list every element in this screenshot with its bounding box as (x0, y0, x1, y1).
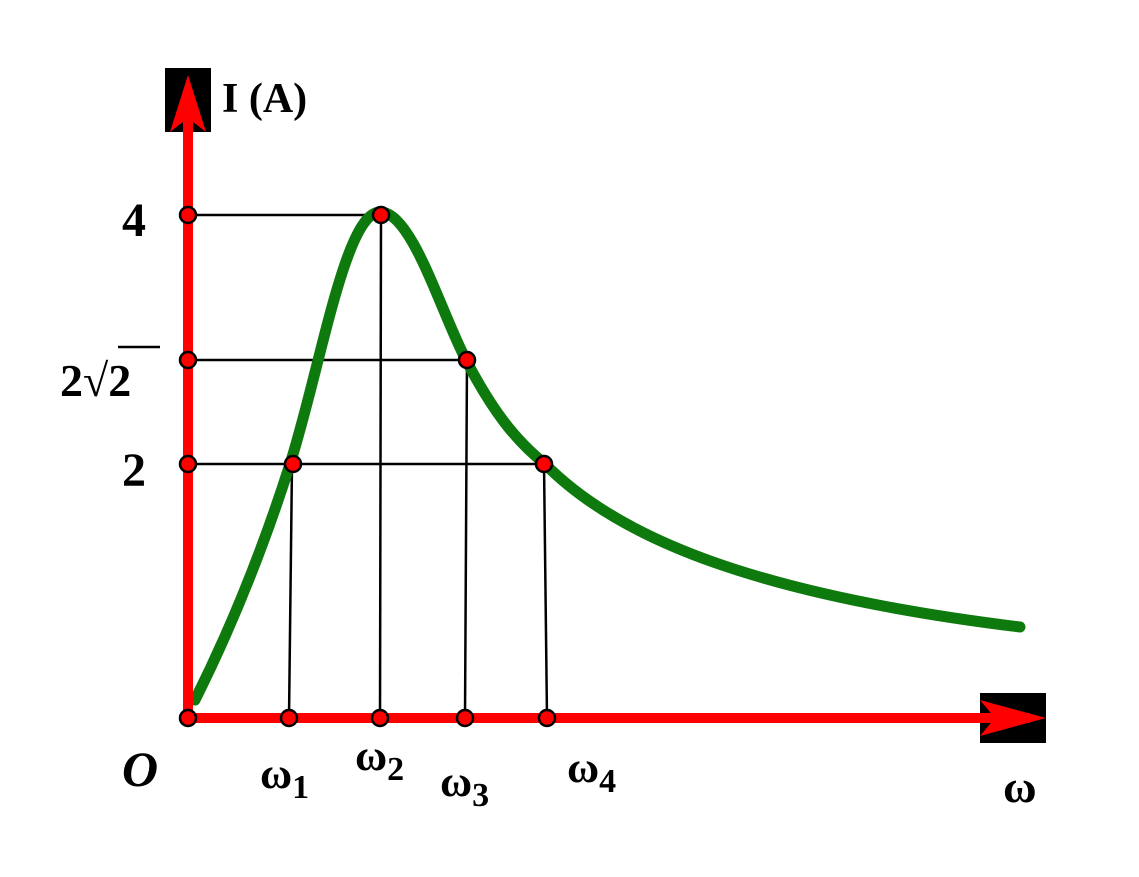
symbol: ω (355, 731, 387, 780)
subscript: 4 (599, 763, 616, 800)
x-mark-label: ω1 (260, 749, 309, 806)
curve (189, 206, 1026, 706)
y-mark-label: 4 (122, 194, 146, 247)
x-arrow (980, 700, 1046, 736)
subscript: 3 (472, 777, 489, 814)
y-mark-label: 2 (122, 444, 146, 497)
y-axis-label: I (A) (222, 76, 307, 122)
y-mark-label: 2√2 (60, 355, 131, 406)
symbol: ω (567, 743, 599, 792)
symbol: ω (440, 757, 472, 806)
points (178, 205, 557, 728)
symbol: ω (260, 749, 292, 798)
guide-lines (188, 213, 549, 719)
x-mark-label: ω2 (355, 731, 404, 788)
x-mark-label: ω3 (440, 757, 489, 814)
subscript: 2 (387, 751, 404, 788)
y-arrow (170, 75, 206, 132)
x-mark-label: ω4 (567, 743, 616, 800)
origin-label: O (122, 741, 158, 797)
subscript: 1 (292, 769, 309, 806)
x-axis-label: ω (1003, 761, 1037, 812)
